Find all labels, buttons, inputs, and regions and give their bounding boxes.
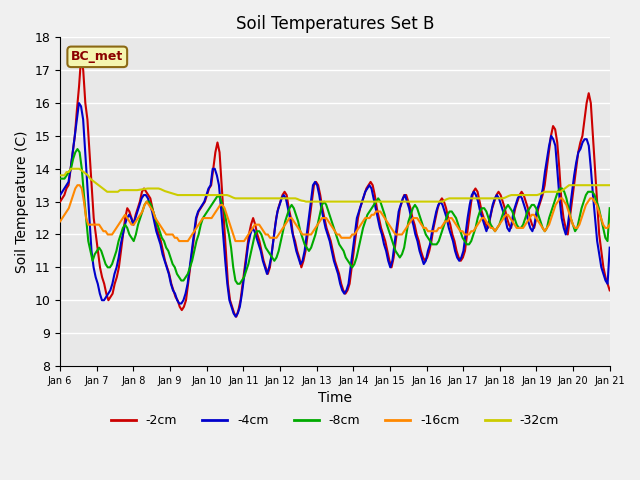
Line: -8cm: -8cm bbox=[60, 149, 610, 284]
-2cm bbox=[560, 215, 568, 221]
-2cm bbox=[56, 199, 64, 204]
-16cm bbox=[56, 218, 64, 224]
-4cm bbox=[405, 205, 413, 211]
-8cm bbox=[243, 268, 250, 274]
-16cm bbox=[502, 212, 509, 217]
-32cm bbox=[572, 182, 579, 188]
-32cm bbox=[99, 186, 107, 192]
-16cm bbox=[74, 182, 81, 188]
Legend: -2cm, -4cm, -8cm, -16cm, -32cm: -2cm, -4cm, -8cm, -16cm, -32cm bbox=[106, 409, 564, 432]
-32cm bbox=[67, 166, 75, 172]
-32cm bbox=[353, 199, 361, 204]
-4cm bbox=[296, 261, 304, 267]
-8cm bbox=[74, 146, 81, 152]
-8cm bbox=[91, 252, 99, 257]
-4cm bbox=[71, 133, 79, 139]
-32cm bbox=[56, 172, 64, 178]
Line: -16cm: -16cm bbox=[60, 185, 610, 241]
-16cm bbox=[243, 235, 250, 240]
-16cm bbox=[415, 218, 423, 224]
Title: Soil Temperatures Set B: Soil Temperatures Set B bbox=[236, 15, 434, 33]
-8cm bbox=[234, 281, 241, 287]
-8cm bbox=[56, 176, 64, 181]
-4cm bbox=[240, 275, 248, 280]
-16cm bbox=[175, 238, 183, 244]
-4cm bbox=[268, 254, 275, 260]
-32cm bbox=[302, 199, 310, 204]
-4cm bbox=[374, 215, 381, 221]
Line: -4cm: -4cm bbox=[60, 103, 610, 317]
-4cm bbox=[75, 100, 83, 106]
X-axis label: Time: Time bbox=[318, 391, 352, 405]
-8cm bbox=[413, 205, 421, 211]
-2cm bbox=[606, 288, 614, 293]
-4cm bbox=[232, 314, 239, 320]
-32cm bbox=[606, 182, 614, 188]
-8cm bbox=[385, 228, 393, 234]
-4cm bbox=[56, 192, 64, 198]
-16cm bbox=[91, 222, 99, 228]
-2cm bbox=[203, 192, 211, 198]
-16cm bbox=[385, 222, 393, 228]
-2cm bbox=[333, 264, 341, 270]
-8cm bbox=[502, 205, 509, 211]
-8cm bbox=[415, 212, 423, 217]
-32cm bbox=[533, 192, 541, 198]
-32cm bbox=[144, 186, 152, 192]
Y-axis label: Soil Temperature (C): Soil Temperature (C) bbox=[15, 131, 29, 273]
-16cm bbox=[413, 215, 421, 221]
Line: -2cm: -2cm bbox=[60, 57, 610, 317]
Text: BC_met: BC_met bbox=[71, 50, 124, 63]
-8cm bbox=[606, 205, 614, 211]
-2cm bbox=[232, 314, 240, 320]
Line: -32cm: -32cm bbox=[60, 169, 610, 202]
-2cm bbox=[77, 54, 85, 60]
-32cm bbox=[420, 199, 428, 204]
-4cm bbox=[606, 245, 614, 251]
-16cm bbox=[606, 222, 614, 228]
-2cm bbox=[467, 199, 475, 204]
-2cm bbox=[426, 248, 433, 254]
-2cm bbox=[520, 192, 527, 198]
